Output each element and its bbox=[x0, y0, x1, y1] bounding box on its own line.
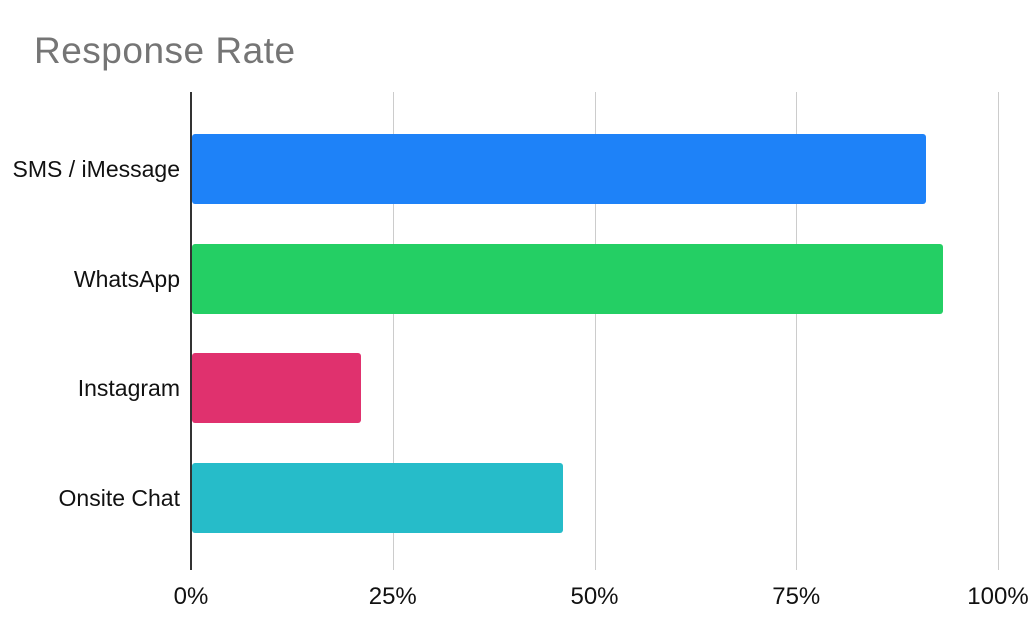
x-tick-label-50: 50% bbox=[570, 583, 619, 610]
bar-instagram[interactable] bbox=[192, 353, 362, 423]
category-label-instagram: Instagram bbox=[77, 375, 180, 401]
category-label-whatsapp: WhatsApp bbox=[73, 265, 180, 292]
bar-onsite-chat[interactable] bbox=[192, 462, 564, 533]
bar-whatsapp[interactable] bbox=[192, 243, 943, 314]
x-tick-label-100: 100% bbox=[967, 583, 1029, 610]
gridline-25 bbox=[392, 92, 394, 570]
gridline-75 bbox=[796, 92, 798, 570]
x-tick-label-0: 0% bbox=[173, 583, 209, 610]
gridline-50 bbox=[594, 92, 596, 570]
chart-title: Response Rate bbox=[34, 30, 296, 71]
x-tick-label-25: 25% bbox=[368, 583, 417, 610]
bar-sms-imessage[interactable] bbox=[192, 134, 927, 204]
category-label-sms-imessage: SMS / iMessage bbox=[12, 156, 180, 182]
category-label-onsite-chat: Onsite Chat bbox=[58, 484, 180, 511]
gridline-100 bbox=[998, 92, 999, 570]
x-tick-label-75: 75% bbox=[772, 583, 821, 610]
x-axis-baseline bbox=[190, 92, 192, 570]
